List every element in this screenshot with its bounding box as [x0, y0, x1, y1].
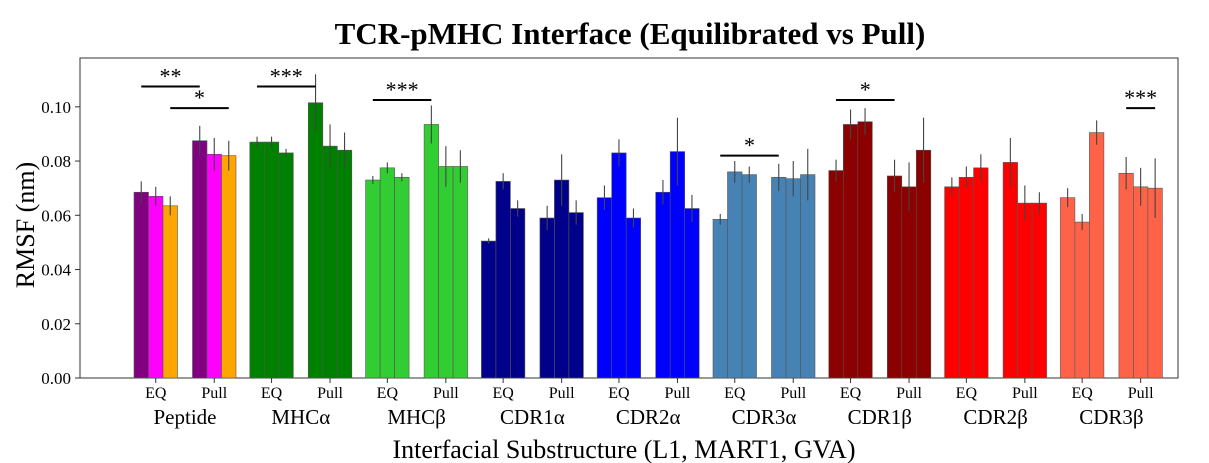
bar	[800, 174, 816, 379]
state-label: EQ	[492, 385, 514, 402]
state-label: EQ	[608, 385, 630, 402]
group-label: Peptide	[154, 405, 217, 429]
bar	[1017, 202, 1033, 379]
state-label: Pull	[317, 385, 343, 402]
state-label: EQ	[840, 385, 862, 402]
state-label: Pull	[549, 385, 575, 402]
bar	[958, 177, 974, 379]
state-label: EQ	[956, 385, 978, 402]
bar	[495, 181, 511, 379]
bar	[249, 141, 265, 379]
bar	[365, 179, 381, 379]
group-label: MHCα	[271, 405, 330, 429]
bar	[1133, 186, 1149, 379]
bar	[322, 145, 338, 379]
bar	[712, 219, 728, 379]
bar	[741, 174, 757, 379]
bar	[785, 178, 801, 379]
y-tick-label: 0.02	[41, 315, 71, 334]
bar	[625, 217, 642, 379]
bar	[307, 102, 324, 379]
bar	[394, 177, 410, 379]
plot-area: 0.00 0.02 0.04 0.06 0.08 0.10 EQ Pull Peptide EQ P…	[41, 57, 1179, 429]
bar	[278, 152, 294, 379]
state-label: Pull	[1012, 385, 1038, 402]
group-label: CDR1α	[500, 405, 565, 429]
state-label: Pull	[780, 385, 806, 402]
state-label: Pull	[1128, 385, 1154, 402]
significance-stars: **	[160, 63, 182, 88]
state-label: EQ	[145, 385, 167, 402]
y-tick-label: 0.04	[41, 261, 71, 280]
bar	[915, 149, 932, 379]
group-label: CDR2α	[616, 405, 681, 429]
bar	[901, 186, 917, 379]
state-label: Pull	[665, 385, 691, 402]
bar	[162, 205, 178, 379]
bar	[596, 197, 613, 379]
bar	[568, 212, 584, 379]
state-label: Pull	[896, 385, 922, 402]
x-axis-label: Interfacial Substructure (L1, MART1, GVA…	[393, 435, 856, 463]
bar	[669, 151, 686, 379]
significance-stars: *	[194, 85, 205, 110]
group-label: MHCβ	[387, 405, 446, 429]
bar	[336, 149, 353, 379]
group-label: CDR1β	[848, 405, 912, 429]
bar	[481, 240, 497, 379]
bar	[133, 191, 149, 379]
bar	[379, 167, 395, 379]
bar	[727, 171, 743, 379]
bar	[828, 170, 844, 379]
state-label: EQ	[1071, 385, 1093, 402]
bar	[1074, 221, 1090, 379]
significance-stars: ***	[1124, 85, 1157, 110]
bar	[611, 152, 627, 379]
bar	[1060, 197, 1076, 379]
bar	[452, 166, 468, 379]
bar	[842, 124, 859, 379]
bar	[771, 177, 787, 379]
bar	[1089, 132, 1105, 379]
state-label: EQ	[377, 385, 399, 402]
state-label: EQ	[724, 385, 746, 402]
bar	[1002, 162, 1018, 379]
bar	[423, 124, 439, 379]
chart-title: TCR-pMHC Interface (Equilibrated vs Pull…	[335, 16, 926, 51]
group-label: CDR3β	[1079, 405, 1143, 429]
bar	[886, 175, 903, 379]
y-axis-label: RMSF (nm)	[11, 162, 40, 288]
bar	[192, 140, 208, 379]
significance-stars: *	[744, 133, 755, 158]
bar	[438, 166, 454, 379]
state-label: EQ	[261, 385, 283, 402]
y-tick-label: 0.08	[41, 152, 71, 171]
bar	[1118, 172, 1134, 379]
y-tick-label: 0.10	[41, 98, 71, 117]
bar	[973, 167, 989, 379]
y-tick-label: 0.00	[41, 369, 71, 388]
bar	[221, 155, 237, 379]
group-label: CDR2β	[963, 405, 1027, 429]
bar	[655, 191, 671, 379]
state-label: Pull	[433, 385, 459, 402]
bar	[206, 153, 222, 379]
bar	[944, 186, 960, 379]
bar	[684, 208, 700, 379]
bar	[539, 217, 555, 379]
bar	[148, 196, 164, 379]
significance-stars: ***	[270, 63, 303, 88]
bar	[857, 121, 873, 379]
bar	[554, 179, 570, 379]
bar	[1031, 202, 1047, 379]
significance-stars: ***	[386, 77, 419, 102]
bar	[263, 141, 280, 379]
state-label: Pull	[201, 385, 227, 402]
y-tick-label: 0.06	[41, 206, 71, 225]
group-label: CDR3α	[732, 405, 797, 429]
significance-stars: *	[860, 77, 871, 102]
bar	[510, 208, 526, 379]
